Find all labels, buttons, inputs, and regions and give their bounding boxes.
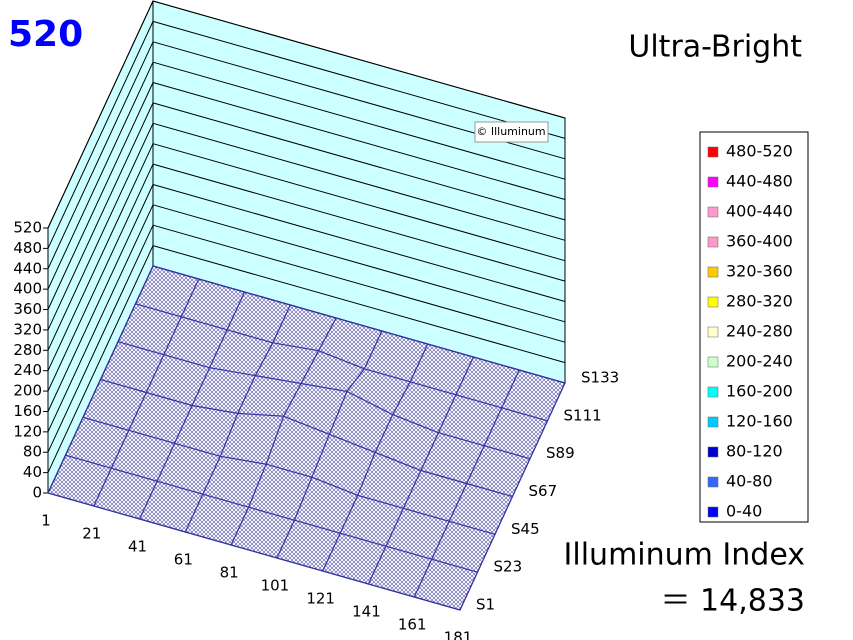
series-label: S89 (546, 444, 575, 462)
watermark-box (474, 121, 549, 143)
surface-column (413, 369, 520, 598)
z-tick-label: 160 (13, 402, 42, 420)
z-tick-label: 520 (13, 219, 42, 237)
legend-swatch (707, 476, 719, 488)
corner-label: 520 (8, 14, 83, 55)
grid-line (47, 20, 566, 249)
grid-line (47, 245, 566, 473)
x-tick-label: 1 (41, 512, 51, 530)
grid-line (47, 61, 566, 290)
grid-line (47, 122, 566, 351)
surface-column (459, 382, 566, 611)
series-label: S67 (529, 482, 558, 500)
z-tick-label: 240 (13, 361, 42, 379)
watermark: © Illuminum (476, 125, 545, 138)
z-tick-label: 40 (23, 463, 42, 481)
grid-line (47, 204, 566, 433)
walls (43, 0, 566, 611)
legend-swatch (707, 446, 719, 458)
surface-column (367, 356, 474, 585)
z-tick-label: 440 (13, 259, 42, 277)
chart-title: Ultra-Bright (628, 30, 802, 65)
legend-swatch (707, 206, 719, 218)
surface-column (47, 265, 154, 494)
legend-label: 0-40 (726, 502, 762, 521)
z-tick-label: 480 (13, 239, 42, 257)
z-tick-label: 320 (13, 320, 42, 338)
legend-swatch (707, 356, 719, 368)
surface-row (117, 341, 531, 460)
series-label: S1 (476, 596, 495, 614)
z-tick-label: 360 (13, 300, 42, 318)
x-tick-label: 181 (444, 629, 473, 640)
z-tick-label: 280 (13, 341, 42, 359)
legend-label: 160-200 (726, 382, 793, 401)
legend-label: 200-240 (726, 352, 793, 371)
x-tick-label: 141 (352, 603, 381, 621)
series-label: S45 (511, 520, 540, 538)
x-tick-label: 121 (306, 590, 335, 608)
legend-swatch (707, 146, 719, 158)
series-label: S133 (581, 369, 619, 387)
legend-label: 280-320 (726, 292, 793, 311)
legend-swatch (707, 386, 719, 398)
grid-line (47, 183, 566, 412)
z-tick-label: 200 (13, 382, 42, 400)
surface-column (184, 304, 291, 533)
x-tick-label: 21 (82, 525, 101, 543)
grid-line (47, 102, 566, 331)
series-label: S111 (564, 406, 602, 424)
surface-row (65, 454, 478, 573)
grid-line (47, 0, 566, 229)
grid-line (47, 41, 566, 270)
z-tick-label: 80 (23, 443, 42, 461)
surface-column (230, 317, 337, 546)
legend-label: 440-480 (726, 172, 793, 191)
grid-line (47, 224, 566, 453)
surface-row (135, 303, 548, 422)
surface-row (100, 378, 513, 498)
grid-line (47, 163, 566, 392)
legend-swatch (707, 506, 719, 518)
legend-swatch (707, 416, 719, 428)
legend-label: 320-360 (726, 262, 793, 281)
legend-label: 240-280 (726, 322, 793, 341)
surface-row (152, 265, 566, 384)
legend-label: 360-400 (726, 232, 793, 251)
surface-row (82, 416, 496, 535)
x-tick-label: 101 (261, 577, 290, 595)
legend-swatch (707, 236, 719, 248)
z-tick-label: 0 (32, 484, 42, 502)
x-tick-label: 41 (128, 538, 147, 556)
annotation: ＝ 14,833 (660, 584, 805, 619)
grid-line (47, 143, 566, 371)
surface-column (93, 278, 200, 507)
grid-line (47, 81, 566, 310)
legend-label: 80-120 (726, 442, 783, 461)
z-tick-label: 400 (13, 280, 42, 298)
mesh (47, 265, 566, 611)
surface-column (276, 330, 383, 559)
x-tick-label: 61 (174, 551, 193, 569)
legend-label: 120-160 (726, 412, 793, 431)
legend-label: 400-440 (726, 202, 793, 221)
series-label: S23 (494, 558, 523, 576)
x-tick-label: 161 (398, 616, 427, 634)
legend-swatch (707, 266, 719, 278)
legend-swatch (707, 326, 719, 338)
surface-column (322, 343, 429, 572)
legend-swatch (707, 176, 719, 188)
surface-row (47, 492, 461, 611)
legend-swatch (707, 296, 719, 308)
legend-label: 480-520 (726, 142, 793, 161)
surface-column (139, 291, 246, 520)
annotation: Illuminum Index (564, 538, 805, 573)
x-tick-label: 81 (220, 564, 239, 582)
legend-label: 40-80 (726, 472, 773, 491)
z-tick-label: 120 (13, 422, 42, 440)
